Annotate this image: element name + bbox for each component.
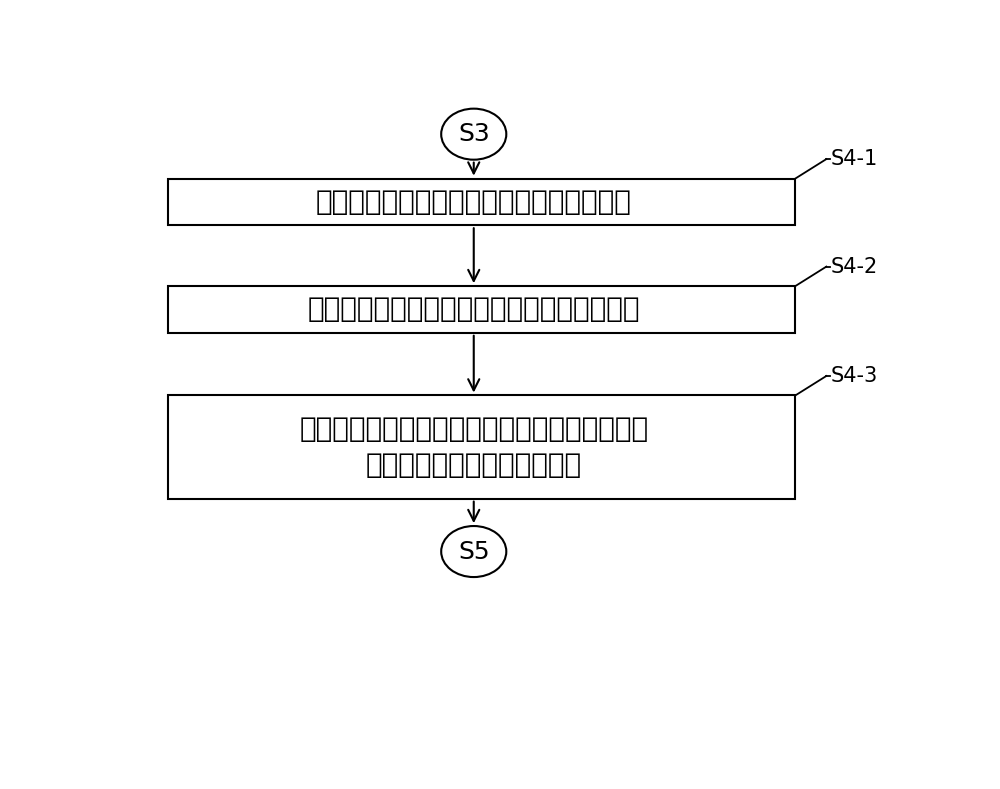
Text: S4-2: S4-2 [830, 256, 878, 277]
Text: S5: S5 [458, 540, 490, 563]
Text: 通过随机选择一定数量的特征构建一棵决策树: 通过随机选择一定数量的特征构建一棵决策树 [308, 295, 640, 323]
Circle shape [441, 526, 506, 577]
Text: S3: S3 [458, 122, 490, 146]
Circle shape [441, 109, 506, 159]
Text: S4-3: S4-3 [830, 366, 878, 386]
Text: S4-1: S4-1 [830, 149, 878, 169]
FancyBboxPatch shape [168, 395, 795, 499]
Text: 从数据集中的训练集随机选择一个样本子集: 从数据集中的训练集随机选择一个样本子集 [316, 188, 632, 216]
FancyBboxPatch shape [168, 286, 795, 333]
FancyBboxPatch shape [168, 178, 795, 226]
Text: 通过多数投票方法统计随机森林的所有的决策树: 通过多数投票方法统计随机森林的所有的决策树 [299, 415, 648, 443]
Text: 的结果，得到最终分类结果。: 的结果，得到最终分类结果。 [366, 451, 582, 479]
